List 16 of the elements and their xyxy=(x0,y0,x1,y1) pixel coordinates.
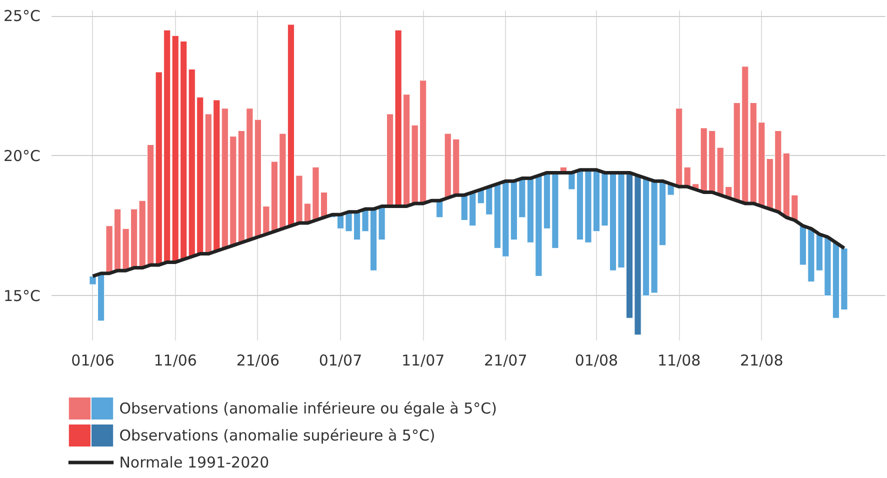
y-tick-label: 20°C xyxy=(3,146,40,165)
y-tick-label: 15°C xyxy=(3,286,40,305)
x-tick-label: 11/08 xyxy=(657,352,701,370)
x-tick-label: 21/08 xyxy=(740,352,784,370)
legend-label: Observations (anomalie supérieure à 5°C) xyxy=(119,426,436,444)
x-tick-label: 11/06 xyxy=(154,352,197,370)
x-tick-label: 21/07 xyxy=(484,352,528,370)
legend-label: Normale 1991-2020 xyxy=(119,454,270,472)
x-tick-label: 21/06 xyxy=(236,352,280,370)
line-series xyxy=(91,168,846,278)
x-tick-label: 01/08 xyxy=(574,352,618,370)
x-tick-label: 11/07 xyxy=(401,352,445,370)
x-tick-label: 01/07 xyxy=(318,352,362,370)
x-tick-label: 01/06 xyxy=(71,352,114,370)
y-tick-label: 25°C xyxy=(3,7,40,26)
legend-label: Observations (anomalie inférieure ou égale à 5°C) xyxy=(119,400,497,418)
